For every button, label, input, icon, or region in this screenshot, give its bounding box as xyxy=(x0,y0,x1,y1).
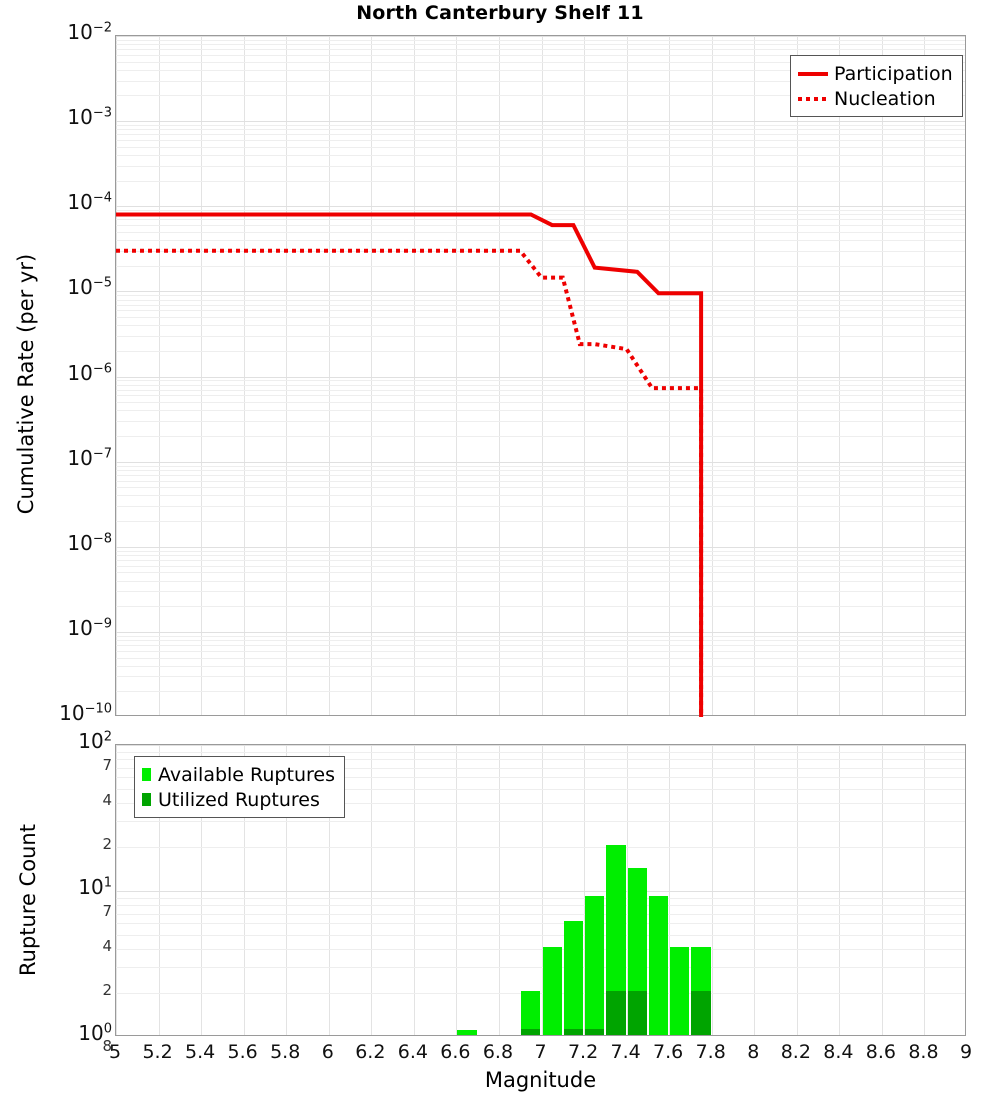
x-tick-label: 5.6 xyxy=(227,1041,258,1063)
y-tick-label: 100 xyxy=(78,1021,112,1045)
x-tick-label: 6 xyxy=(321,1041,334,1063)
rupture-bar xyxy=(670,947,690,1035)
top-legend: Participation Nucleation xyxy=(790,55,963,117)
y-tick-label: 10−9 xyxy=(67,615,112,640)
x-tick-label: 5 xyxy=(108,1041,122,1063)
page-title: North Canterbury Shelf 11 xyxy=(356,2,644,24)
x-tick-label: 8.8 xyxy=(908,1041,939,1063)
bottom-gridlines xyxy=(116,745,965,1035)
rupture-bar xyxy=(606,845,626,1035)
top-y-axis-label: Cumulative Rate (per yr) xyxy=(14,253,38,515)
bottom-y-axis-label: Rupture Count xyxy=(16,824,40,976)
bottom-legend: Available Ruptures Utilized Ruptures xyxy=(134,756,345,818)
rupture-bar-utilized xyxy=(585,1029,605,1035)
legend-label-participation: Participation xyxy=(834,62,953,85)
rupture-bar xyxy=(542,947,562,1035)
rupture-bar-utilized xyxy=(691,991,711,1035)
x-tick-label: 7.4 xyxy=(610,1041,641,1063)
rupture-bar xyxy=(457,1030,477,1035)
x-tick-label: 5.4 xyxy=(184,1041,216,1063)
legend-label-available-ruptures: Available Ruptures xyxy=(158,763,335,786)
x-tick-label: 6.8 xyxy=(482,1041,514,1063)
solid-line-icon xyxy=(798,71,828,76)
y-tick-label: 8 xyxy=(102,1037,112,1055)
y-tick-label: 102 xyxy=(78,729,112,753)
x-tick-label: 7.8 xyxy=(695,1041,726,1063)
x-axis-label: Magnitude xyxy=(484,1068,597,1092)
x-tick-label: 8.4 xyxy=(823,1041,854,1063)
rupture-bar xyxy=(563,921,584,1035)
series-nucleation xyxy=(116,248,704,717)
rupture-bar xyxy=(521,991,541,1035)
y-tick-label: 10−10 xyxy=(59,701,112,725)
top-gridlines xyxy=(116,36,965,715)
x-tick-label: 7.2 xyxy=(567,1041,599,1063)
x-tick-label: 8.2 xyxy=(780,1041,811,1063)
legend-item-participation[interactable]: Participation xyxy=(798,61,953,86)
available-swatch-icon xyxy=(142,768,151,781)
dotted-line-icon xyxy=(798,96,828,101)
y-tick-label: 7 xyxy=(102,755,112,774)
rupture-count-plot: Available Ruptures Utilized Ruptures xyxy=(115,744,966,1036)
rupture-bar xyxy=(648,895,669,1035)
x-tick-label: 6.4 xyxy=(397,1041,428,1063)
x-tick-label: 5.8 xyxy=(270,1041,301,1063)
rupture-bar-utilized xyxy=(563,1029,584,1035)
x-tick-label: 7 xyxy=(534,1041,547,1063)
rupture-bars xyxy=(116,745,965,1035)
x-tick-label: 9 xyxy=(959,1041,973,1063)
y-tick-label: 10−3 xyxy=(67,105,112,130)
rupture-bar-utilized xyxy=(627,991,647,1035)
x-tick-label: 7.6 xyxy=(653,1041,684,1063)
legend-item-available-ruptures[interactable]: Available Ruptures xyxy=(142,762,335,787)
cumulative-rate-plot: Participation Nucleation xyxy=(115,35,966,717)
rupture-bar xyxy=(627,867,647,1035)
legend-item-utilized-ruptures[interactable]: Utilized Ruptures xyxy=(142,787,335,812)
x-tick-label: 6.6 xyxy=(440,1041,471,1063)
rupture-bar-utilized xyxy=(521,1029,541,1035)
legend-label-nucleation: Nucleation xyxy=(834,87,936,110)
x-tick-label: 8.6 xyxy=(865,1041,896,1063)
x-tick-label: 5.2 xyxy=(142,1041,173,1063)
rate-curves xyxy=(116,212,704,717)
rupture-bar xyxy=(585,895,605,1035)
rupture-bar-utilized xyxy=(606,991,626,1035)
series-participation xyxy=(116,212,704,717)
x-tick-label: 8 xyxy=(747,1041,760,1063)
legend-item-nucleation[interactable]: Nucleation xyxy=(798,86,953,111)
rupture-bar xyxy=(691,947,711,1035)
y-tick-label: 10−2 xyxy=(67,20,112,44)
x-tick-label: 6.2 xyxy=(355,1041,386,1063)
utilized-swatch-icon xyxy=(142,793,151,806)
legend-label-utilized-ruptures: Utilized Ruptures xyxy=(158,788,320,811)
